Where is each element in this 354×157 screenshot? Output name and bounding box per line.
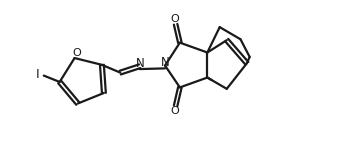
Text: N: N [161,56,170,68]
Text: O: O [72,48,81,58]
Text: O: O [171,106,179,116]
Text: I: I [35,68,39,81]
Text: N: N [136,57,144,70]
Text: O: O [171,14,179,24]
